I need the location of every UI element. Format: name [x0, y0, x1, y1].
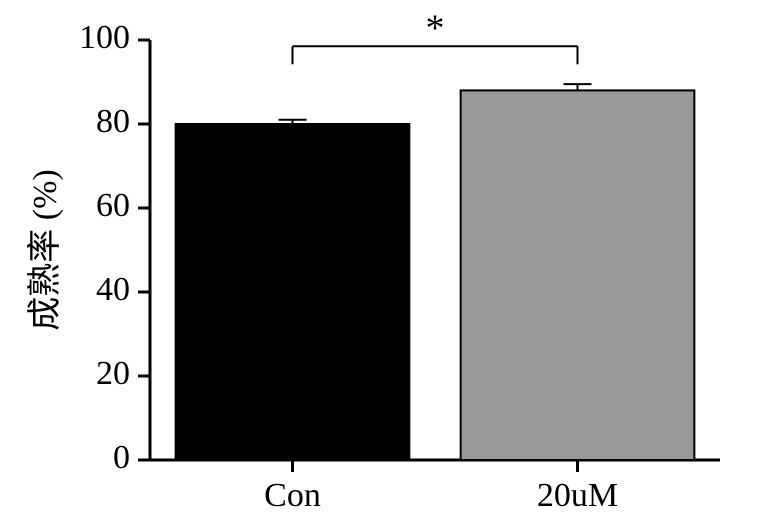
y-tick-label: 80: [96, 103, 130, 140]
y-tick-label: 40: [96, 271, 130, 308]
y-tick-label: 100: [79, 19, 130, 56]
bar-chart: 0 20 40 60 80 100 成熟率 (%) Con 20uM *: [0, 0, 774, 531]
significance-star: *: [426, 7, 445, 49]
x-tick-label: 20uM: [537, 477, 618, 514]
y-tick-label: 20: [96, 355, 130, 392]
bar: [176, 124, 410, 460]
y-tick-label: 60: [96, 187, 130, 224]
x-tick-label: Con: [264, 477, 321, 514]
y-axis-label: 成熟率 (%): [26, 169, 64, 330]
y-tick-label: 0: [113, 439, 130, 476]
bar: [461, 90, 695, 460]
